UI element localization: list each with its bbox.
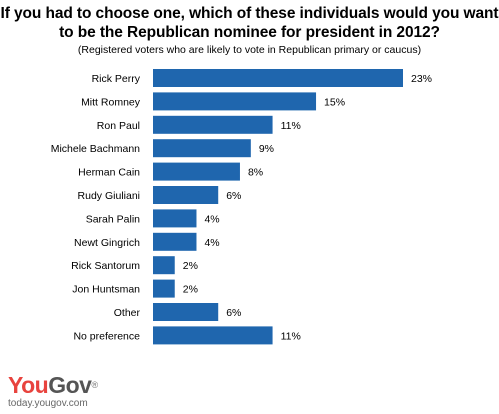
value-label: 2% xyxy=(183,284,198,296)
yougov-logo: YouGov® xyxy=(8,373,98,397)
category-label: Rudy Giuliani xyxy=(78,190,140,202)
value-label: 6% xyxy=(226,190,241,202)
value-label: 11% xyxy=(281,330,301,342)
category-label: Other xyxy=(114,307,141,319)
bar-no-preference xyxy=(153,326,273,345)
bar-michele-bachmann xyxy=(153,139,251,158)
value-label: 2% xyxy=(183,260,198,272)
bar-jon-huntsman xyxy=(153,279,175,298)
bar-newt-gingrich xyxy=(153,232,197,251)
category-label: Michele Bachmann xyxy=(51,143,140,155)
bar-other xyxy=(153,303,219,321)
logo-text-gov: Gov xyxy=(48,372,92,398)
chart-subtitle: (Registered voters who are likely to vot… xyxy=(77,44,422,56)
bar-rudy-giuliani xyxy=(153,186,219,204)
value-label: 15% xyxy=(324,96,345,108)
value-label: 6% xyxy=(226,307,241,319)
category-label: Jon Huntsman xyxy=(72,284,140,296)
category-label: Newt Gingrich xyxy=(74,237,140,249)
category-label: Rick Perry xyxy=(92,73,141,85)
value-label: 11% xyxy=(281,120,301,132)
bar-rick-perry xyxy=(153,69,403,87)
bar-ron-paul xyxy=(153,115,273,134)
chart-title-line-2: to be the Republican nominee for preside… xyxy=(59,24,440,41)
bar-chart: Rick Perry 23% Mitt Romney 15% Ron Paul 11% Mi… xyxy=(51,69,432,345)
value-label: 4% xyxy=(204,237,219,249)
value-label: 4% xyxy=(204,213,219,225)
category-label: Rick Santorum xyxy=(71,260,140,272)
source-url[interactable]: today.yougov.com xyxy=(8,398,88,409)
logo-text-you: You xyxy=(8,372,49,398)
value-label: 9% xyxy=(259,143,274,155)
bar-sarah-palin xyxy=(153,209,197,228)
bar-mitt-romney xyxy=(153,92,317,111)
value-label: 8% xyxy=(248,167,263,179)
bar-rick-santorum xyxy=(153,256,175,275)
bar-herman-cain xyxy=(153,162,240,181)
value-label: 23% xyxy=(411,73,432,85)
category-label: Herman Cain xyxy=(78,167,140,179)
chart-title: If you had to choose one, which of these… xyxy=(0,4,499,42)
category-label: Ron Paul xyxy=(97,120,140,132)
category-label: Sarah Palin xyxy=(86,213,140,225)
chart-title-line-1: If you had to choose one, which of these… xyxy=(0,5,499,22)
category-label: Mitt Romney xyxy=(81,96,141,108)
category-label: No preference xyxy=(73,330,140,342)
logo-registered-mark: ® xyxy=(91,380,98,390)
